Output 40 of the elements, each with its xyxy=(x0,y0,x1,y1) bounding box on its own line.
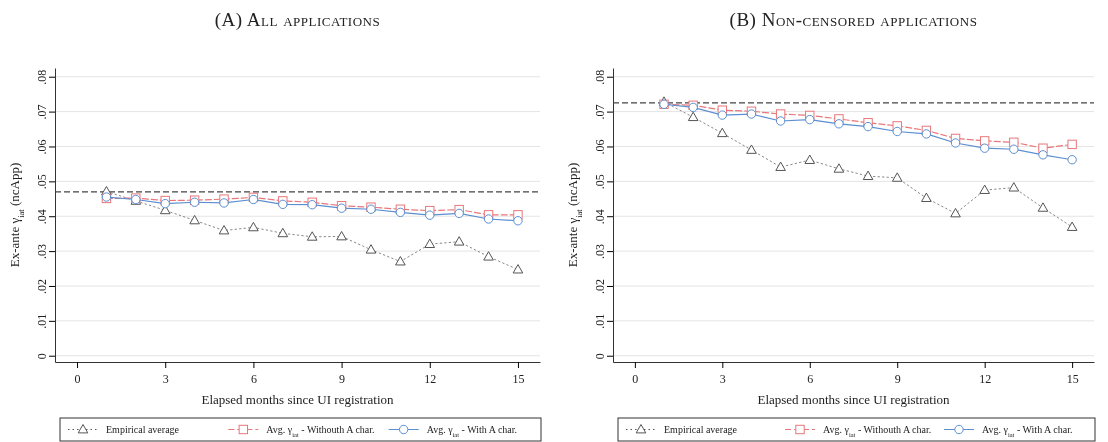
y-tick-label: .02 xyxy=(593,278,607,294)
y-tick-label: 0 xyxy=(35,353,49,360)
x-tick-label: 3 xyxy=(719,372,726,386)
y-tick-label: .03 xyxy=(593,244,607,260)
x-tick-label: 15 xyxy=(512,372,525,386)
x-axis-title: Elapsed months since UI registration xyxy=(201,392,395,407)
x-tick-label: 15 xyxy=(1066,372,1079,386)
legend-label: Empirical average xyxy=(106,424,180,435)
y-tick-label: .05 xyxy=(593,174,607,190)
y-tick-label: .07 xyxy=(593,104,607,120)
y-tick-label: .05 xyxy=(35,174,49,190)
y-tick-label: .01 xyxy=(35,313,49,329)
x-tick-label: 12 xyxy=(979,372,992,386)
x-tick-label: 6 xyxy=(807,372,814,386)
y-tick-label: .01 xyxy=(593,313,607,329)
x-tick-label: 6 xyxy=(250,372,257,386)
y-tick-label: .03 xyxy=(35,244,49,260)
x-axis-title: Elapsed months since UI registration xyxy=(757,392,951,407)
x-tick-label: 12 xyxy=(424,372,437,386)
x-tick-label: 0 xyxy=(74,372,81,386)
y-tick-label: .08 xyxy=(35,69,49,85)
chart-title: (B) Non-censored applications xyxy=(729,9,978,31)
y-tick-label: .06 xyxy=(593,139,607,155)
legend-label: Empirical average xyxy=(664,424,738,435)
x-tick-label: 9 xyxy=(894,372,901,386)
chart-title: (A) All applications xyxy=(214,9,381,31)
y-tick-label: 0 xyxy=(593,353,607,360)
legend-label: Avg. γ$_{iat}$ - Withouth A char. xyxy=(823,424,932,438)
y-tick-label: .04 xyxy=(593,209,607,225)
x-tick-label: 9 xyxy=(339,372,346,386)
y-tick-label: .04 xyxy=(35,209,49,225)
legend-label: Avg. γ$_{iat}$ - Withouth A char. xyxy=(266,424,375,438)
y-tick-label: .08 xyxy=(593,69,607,85)
y-tick-label: .02 xyxy=(35,278,49,294)
legend-label: Avg. γ$_{iat}$ - With A char. xyxy=(426,424,518,438)
y-tick-label: .06 xyxy=(35,139,49,155)
x-tick-label: 0 xyxy=(632,372,639,386)
legend-label: Avg. γ$_{iat}$ - With A char. xyxy=(982,424,1073,438)
y-tick-label: .07 xyxy=(35,104,49,120)
x-tick-label: 3 xyxy=(162,372,169,386)
